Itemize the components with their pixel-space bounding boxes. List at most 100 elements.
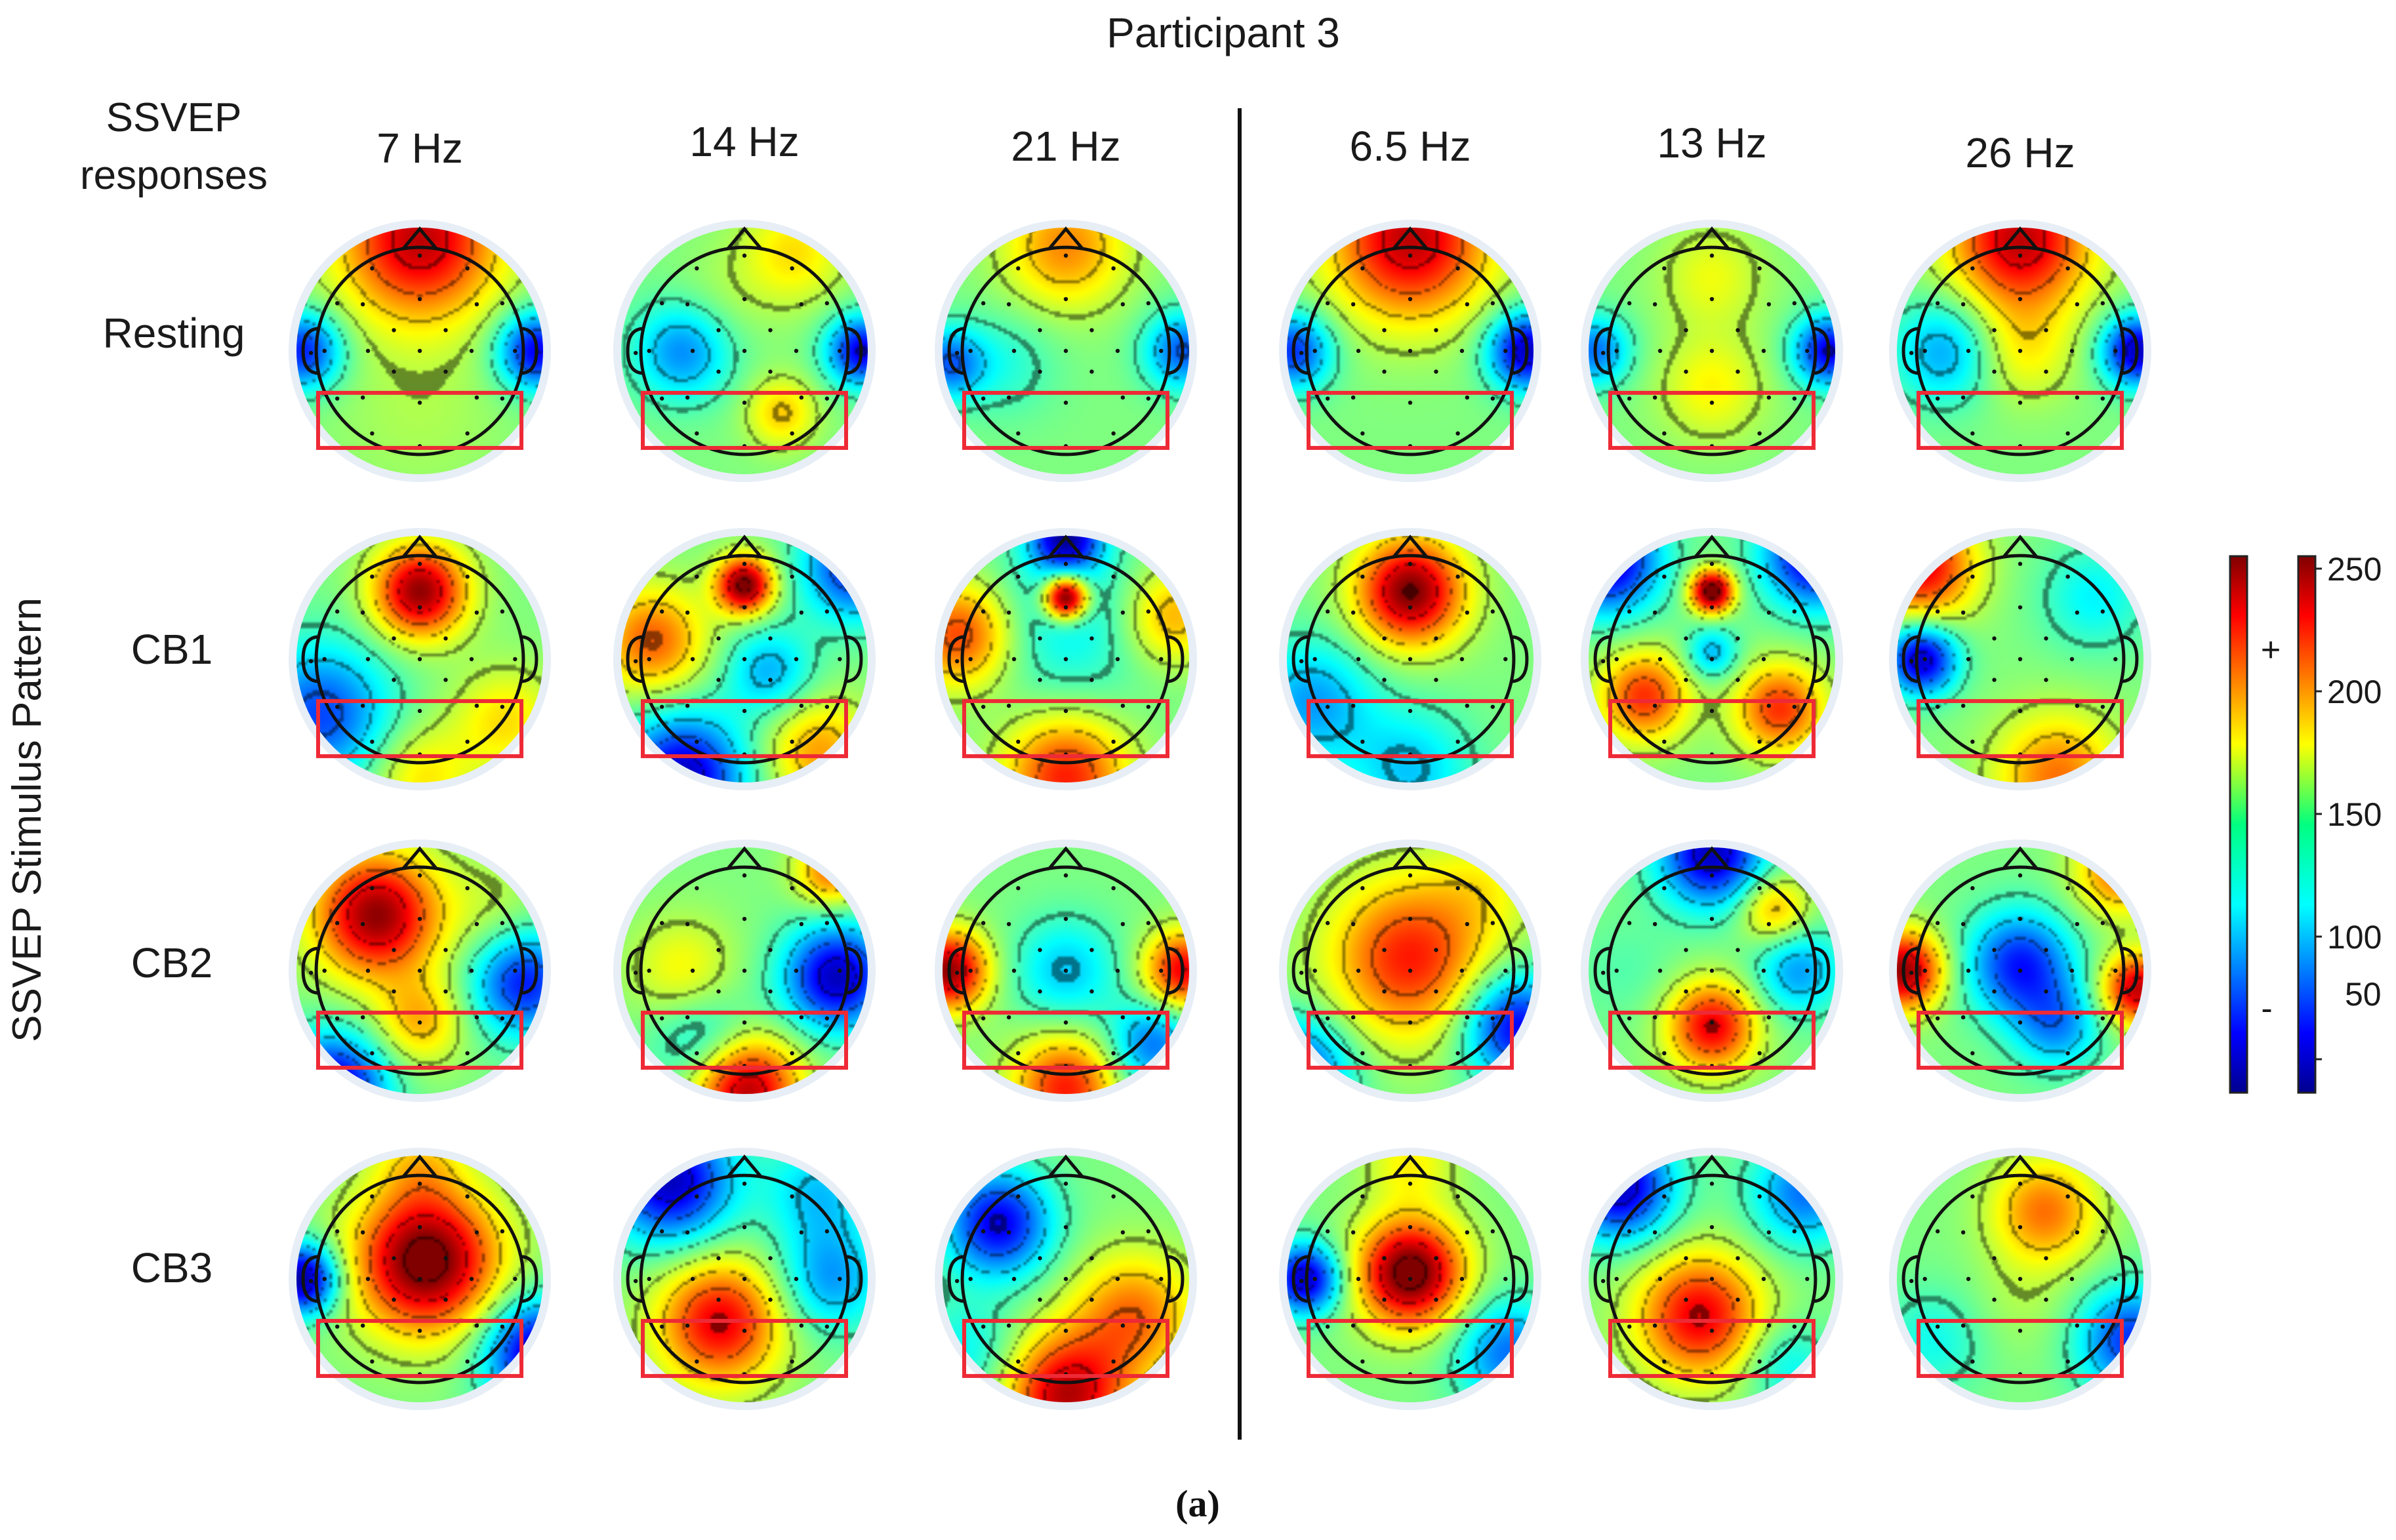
electrode-dot — [1960, 922, 1966, 927]
electrode-dot — [1922, 968, 1927, 973]
electrode-dot — [1146, 609, 1151, 614]
electrode-dot — [695, 885, 699, 891]
right-ear-outline — [1814, 1255, 1831, 1303]
electrode-dot — [742, 296, 747, 302]
electrode-dot — [1652, 395, 1657, 400]
electrode-dot — [1115, 657, 1120, 662]
electrode-dot — [716, 328, 721, 333]
electrode-dot — [1434, 369, 1438, 374]
electrode-dot — [1360, 885, 1365, 891]
occipital-highlight-box — [1307, 390, 1514, 450]
electrode-dot — [1766, 395, 1772, 400]
electrode-dot — [1360, 431, 1365, 436]
electrode-dot — [1408, 916, 1413, 922]
electrode-dot — [417, 1276, 422, 1282]
electrode-dot — [1382, 1297, 1387, 1302]
nose-outline — [401, 1154, 438, 1179]
electrode-dot — [799, 302, 804, 307]
nose-outline — [1694, 535, 1730, 559]
electrode-dot — [500, 1229, 505, 1234]
left-ear-outline — [626, 635, 643, 683]
electrode-dot — [2065, 574, 2070, 579]
electrode-dot — [1465, 302, 1470, 307]
electrode-dot — [954, 970, 960, 975]
electrode-dot — [794, 1276, 799, 1282]
electrode-dot — [2065, 1359, 2070, 1364]
electrode-dot — [1761, 1276, 1766, 1282]
electrode-dot — [1960, 395, 1966, 400]
electrode-dot — [1120, 1323, 1126, 1328]
electrode-dot — [1600, 1278, 1606, 1284]
occipital-highlight-box — [1307, 1318, 1514, 1378]
nose-outline — [1392, 846, 1429, 870]
electrode-dot — [417, 708, 422, 714]
topoplot — [289, 1148, 551, 1410]
electrode-dot — [695, 574, 699, 579]
electrode-dot — [1736, 1297, 1740, 1302]
condition-label: CB2 — [131, 939, 213, 986]
head-outline — [314, 245, 525, 456]
figure-title: Participant 3 — [1107, 9, 1340, 56]
electrode-dot — [1408, 1328, 1413, 1333]
electrode-dot — [417, 873, 422, 878]
electrode-dot — [2065, 1051, 2070, 1056]
electrode-dot — [1120, 1230, 1126, 1235]
electrode-dot — [1490, 1229, 1495, 1234]
electrode-dot — [1970, 1051, 1975, 1056]
electrode-dot — [742, 1020, 747, 1025]
electrode-dot — [1038, 948, 1042, 952]
topoplot — [613, 840, 876, 1102]
electrode-dot — [1159, 1276, 1164, 1282]
electrode-dot — [1757, 431, 1762, 436]
electrode-dot — [1299, 350, 1304, 355]
left-ear-outline — [1901, 1255, 1919, 1303]
head-outline — [314, 1173, 525, 1385]
electrode-dot — [1627, 704, 1632, 709]
colorbar-tick-label: 250 — [2327, 551, 2382, 588]
electrode-dot — [360, 1015, 365, 1020]
electrode-dot — [1992, 1256, 1997, 1261]
electrode-dot — [1038, 1256, 1042, 1261]
right-ear-outline — [1512, 635, 1529, 683]
electrode-dot — [2065, 431, 2070, 436]
electrode-dot — [392, 989, 396, 994]
electrode-dot — [1709, 1020, 1715, 1025]
left-ear-outline — [301, 635, 318, 683]
electrode-dot — [1684, 636, 1688, 641]
electrode-dot — [2100, 921, 2105, 925]
electrode-dot — [685, 922, 690, 927]
electrode-dot — [1761, 968, 1766, 973]
electrode-dot — [1992, 636, 1997, 641]
electrode-dot — [1325, 921, 1330, 925]
electrode-dot — [2113, 1276, 2118, 1282]
electrode-dot — [742, 400, 747, 405]
occipital-highlight-box — [1917, 699, 2124, 758]
electrode-dot — [981, 1324, 986, 1329]
electrode-dot — [1146, 921, 1151, 925]
electrode-dot — [1970, 1359, 1975, 1364]
electrode-dot — [469, 968, 474, 973]
electrode-dot — [2044, 678, 2048, 682]
electrode-dot — [1089, 636, 1094, 641]
electrode-dot — [1709, 968, 1715, 973]
electrode-dot — [1935, 704, 1940, 709]
electrode-dot — [1408, 561, 1413, 566]
electrode-dot — [1662, 266, 1667, 271]
electrode-dot — [365, 348, 371, 354]
electrode-dot — [1922, 1276, 1927, 1282]
occipital-highlight-box — [641, 1318, 848, 1378]
nose-outline — [1047, 1154, 1084, 1179]
electrode-dot — [794, 348, 799, 354]
electrode-dot — [365, 968, 371, 973]
occipital-highlight-box — [962, 1318, 1169, 1378]
electrode-dot — [2018, 1181, 2023, 1186]
electrode-dot — [1662, 431, 1667, 436]
electrode-dot — [716, 1256, 721, 1261]
occipital-highlight-box — [641, 1010, 848, 1070]
electrode-dot — [742, 873, 747, 878]
nose-outline — [726, 226, 763, 251]
right-ear-outline — [846, 946, 863, 995]
nose-outline — [726, 535, 763, 559]
electrode-dot — [1159, 657, 1164, 662]
electrode-dot — [474, 703, 479, 708]
